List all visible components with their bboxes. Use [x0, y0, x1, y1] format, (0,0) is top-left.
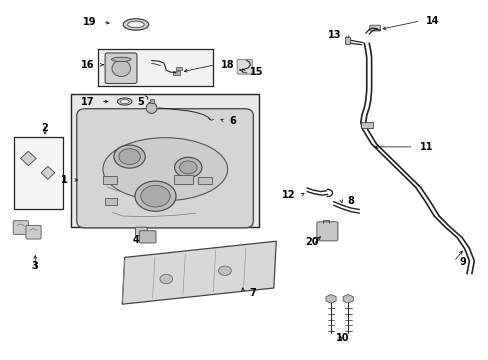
FancyBboxPatch shape	[139, 231, 156, 243]
Bar	[172, 71, 180, 75]
Ellipse shape	[112, 60, 130, 77]
Text: 12: 12	[281, 190, 295, 200]
Polygon shape	[41, 166, 55, 179]
Text: 20: 20	[305, 237, 318, 247]
Text: 5: 5	[137, 96, 144, 107]
Circle shape	[174, 157, 202, 177]
Bar	[105, 198, 117, 205]
Text: 15: 15	[250, 67, 264, 77]
Bar	[176, 67, 182, 70]
Text: 10: 10	[335, 333, 348, 343]
Ellipse shape	[127, 21, 144, 28]
Ellipse shape	[117, 98, 132, 105]
Text: 19: 19	[83, 17, 97, 27]
Circle shape	[218, 266, 231, 275]
Text: 8: 8	[346, 195, 353, 206]
FancyBboxPatch shape	[98, 49, 212, 86]
Text: 13: 13	[327, 30, 341, 40]
FancyBboxPatch shape	[135, 227, 147, 236]
Ellipse shape	[123, 19, 148, 30]
Bar	[102, 176, 117, 184]
Text: 16: 16	[81, 60, 95, 70]
Circle shape	[179, 161, 197, 174]
FancyBboxPatch shape	[26, 225, 41, 239]
Bar	[344, 37, 349, 44]
Ellipse shape	[111, 57, 131, 62]
FancyBboxPatch shape	[71, 94, 259, 227]
Text: 9: 9	[459, 257, 466, 267]
FancyBboxPatch shape	[105, 53, 137, 84]
Text: 4: 4	[133, 235, 140, 246]
Circle shape	[141, 185, 170, 207]
Ellipse shape	[102, 138, 227, 201]
Ellipse shape	[120, 99, 129, 104]
Text: 7: 7	[249, 288, 256, 298]
Text: 18: 18	[221, 60, 234, 70]
Polygon shape	[122, 241, 276, 304]
Ellipse shape	[146, 103, 157, 113]
Text: 14: 14	[426, 16, 439, 26]
Polygon shape	[20, 151, 36, 166]
Bar	[14, 137, 62, 209]
Text: 1: 1	[61, 175, 67, 185]
Circle shape	[160, 274, 172, 284]
FancyBboxPatch shape	[237, 59, 252, 74]
Text: 6: 6	[229, 116, 236, 126]
Text: 17: 17	[81, 96, 95, 107]
FancyBboxPatch shape	[13, 221, 28, 234]
FancyBboxPatch shape	[316, 222, 337, 241]
Bar	[198, 177, 211, 184]
FancyBboxPatch shape	[77, 109, 253, 228]
Text: 3: 3	[32, 261, 39, 271]
FancyBboxPatch shape	[369, 25, 380, 31]
Circle shape	[119, 149, 140, 165]
Bar	[149, 99, 153, 103]
Circle shape	[114, 145, 145, 168]
Bar	[360, 122, 372, 128]
Text: 2: 2	[41, 123, 48, 133]
Bar	[173, 175, 193, 184]
Circle shape	[135, 181, 176, 211]
Text: 11: 11	[419, 142, 432, 152]
